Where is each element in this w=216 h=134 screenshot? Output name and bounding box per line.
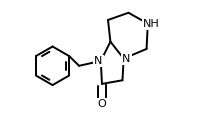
Text: N: N (122, 54, 130, 64)
Text: N: N (94, 56, 103, 66)
Text: O: O (98, 99, 106, 109)
Text: NH: NH (143, 19, 160, 29)
